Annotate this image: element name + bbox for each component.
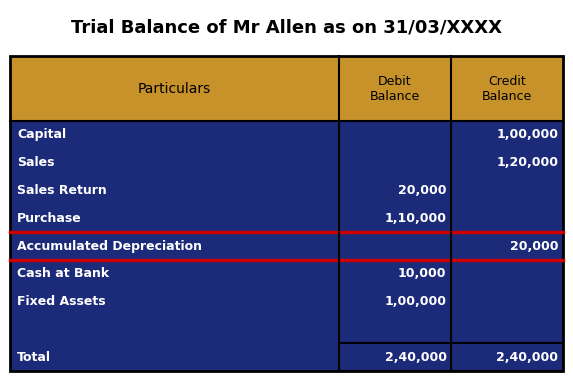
Text: 20,000: 20,000: [509, 239, 558, 253]
Text: Credit
Balance: Credit Balance: [482, 75, 532, 103]
Text: Debit
Balance: Debit Balance: [370, 75, 420, 103]
Bar: [451, 232, 563, 260]
Bar: [10, 260, 339, 288]
Bar: [451, 204, 563, 232]
Bar: [10, 204, 339, 232]
Bar: [339, 56, 451, 121]
Text: Accumulated Depreciation: Accumulated Depreciation: [17, 239, 202, 253]
Bar: [10, 56, 339, 121]
Bar: [339, 204, 451, 232]
Bar: [451, 288, 563, 316]
Bar: [339, 149, 451, 176]
Text: Sales: Sales: [17, 156, 54, 169]
Text: 10,000: 10,000: [398, 267, 446, 280]
Text: 1,10,000: 1,10,000: [384, 212, 446, 225]
Bar: [10, 149, 339, 176]
Text: Cash at Bank: Cash at Bank: [17, 267, 109, 280]
Bar: [10, 176, 339, 204]
Bar: [10, 121, 339, 149]
Bar: [451, 149, 563, 176]
Text: 1,20,000: 1,20,000: [496, 156, 558, 169]
Bar: [339, 176, 451, 204]
Bar: [339, 288, 451, 316]
Bar: [10, 343, 339, 371]
Bar: [451, 316, 563, 343]
Text: Purchase: Purchase: [17, 212, 82, 225]
Bar: [339, 232, 451, 260]
Bar: [451, 121, 563, 149]
Text: Sales Return: Sales Return: [17, 184, 107, 197]
Text: Capital: Capital: [17, 129, 66, 141]
Text: 2,40,000: 2,40,000: [384, 351, 446, 363]
Text: 1,00,000: 1,00,000: [496, 129, 558, 141]
Text: Fixed Assets: Fixed Assets: [17, 295, 106, 308]
Bar: [451, 260, 563, 288]
Bar: [10, 56, 563, 371]
Text: 1,00,000: 1,00,000: [384, 295, 446, 308]
Text: Total: Total: [17, 351, 51, 363]
Bar: [339, 343, 451, 371]
Text: 2,40,000: 2,40,000: [496, 351, 558, 363]
Bar: [451, 56, 563, 121]
Text: Trial Balance of Mr Allen as on 31/03/XXXX: Trial Balance of Mr Allen as on 31/03/XX…: [71, 19, 502, 37]
Bar: [10, 232, 339, 260]
Text: 20,000: 20,000: [398, 184, 446, 197]
Bar: [451, 176, 563, 204]
Bar: [10, 316, 339, 343]
Text: Particulars: Particulars: [138, 81, 211, 95]
Bar: [339, 316, 451, 343]
Bar: [339, 260, 451, 288]
Bar: [451, 343, 563, 371]
Bar: [10, 288, 339, 316]
Bar: [339, 121, 451, 149]
